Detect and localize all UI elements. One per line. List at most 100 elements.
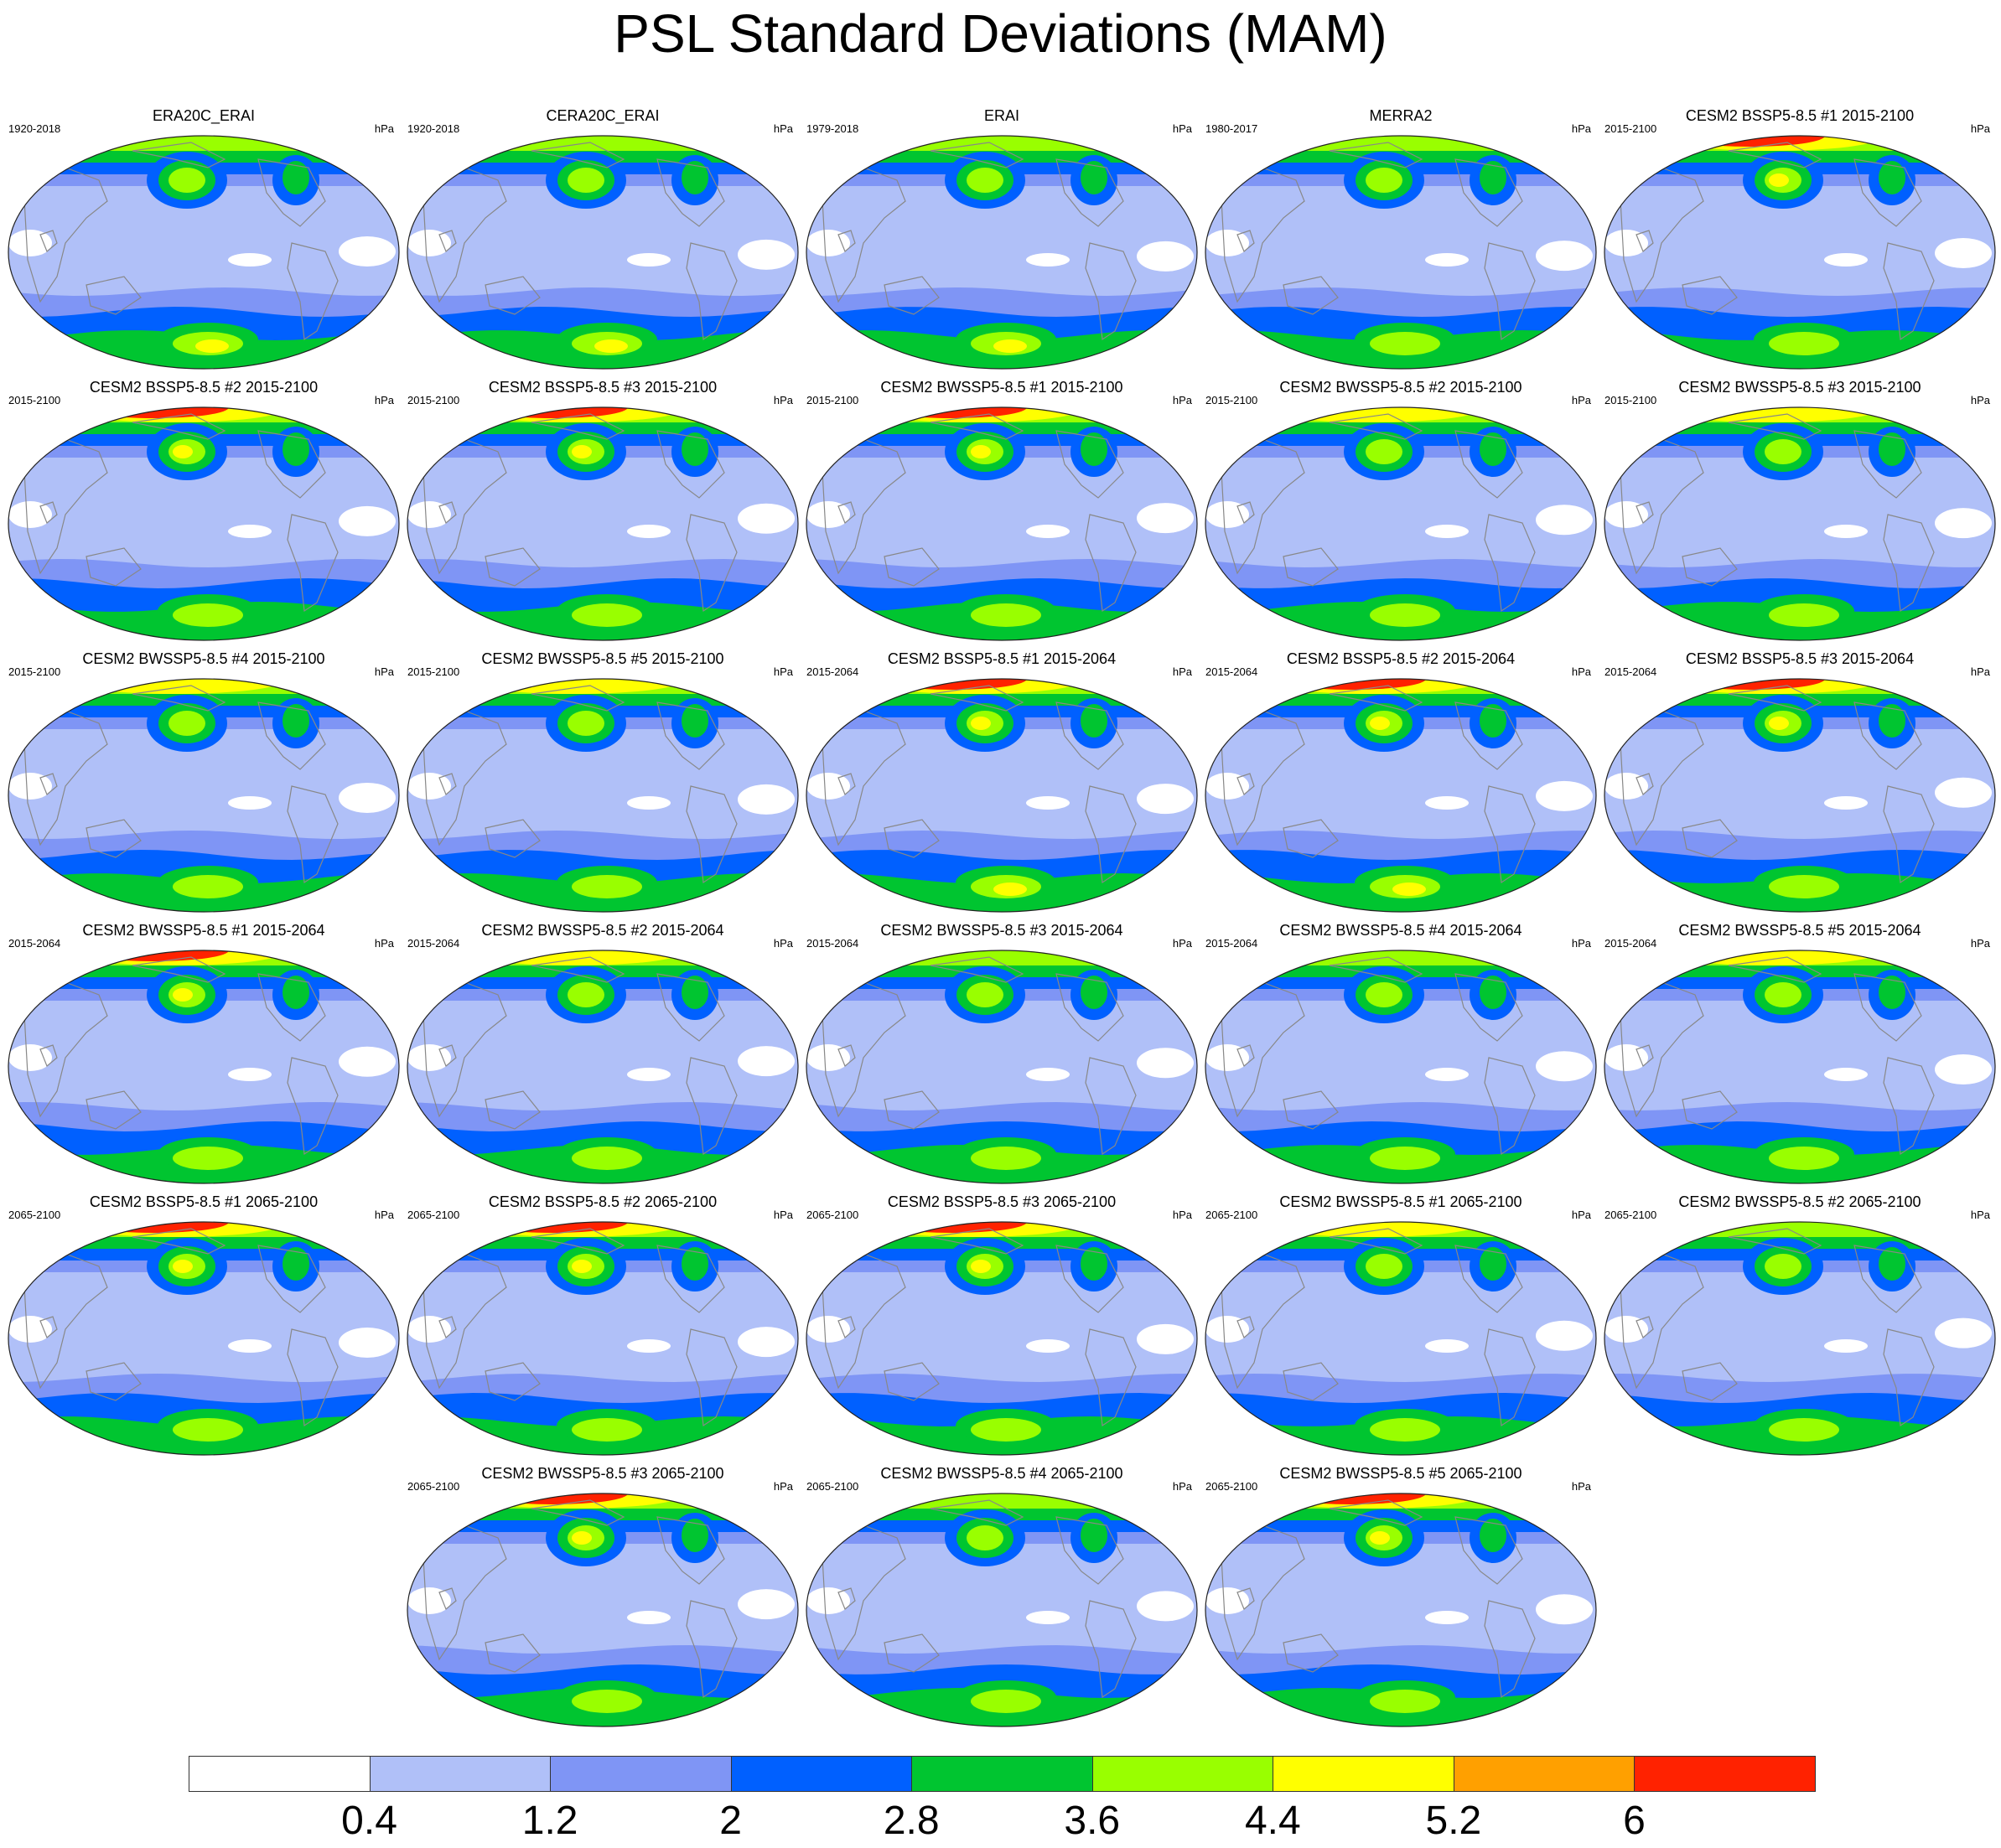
world-map [1604, 406, 1996, 641]
panel-units: hPa [1970, 665, 1990, 678]
coastlines [821, 413, 1137, 613]
panel-units: hPa [773, 1209, 793, 1221]
world-map [1604, 135, 1996, 370]
coastlines [1220, 685, 1536, 884]
panel-period: 2015-2100 [407, 665, 460, 678]
panel-title: CESM2 BSSP5-8.5 #3 2015-2064 [1685, 650, 1915, 667]
coastlines [23, 1228, 339, 1427]
world-map [806, 950, 1198, 1184]
colorbar-label: 2.8 [883, 1799, 940, 1843]
panel-period: 2015-2100 [407, 394, 460, 406]
map-panel: CESM2 BWSSP5-8.5 #4 2015-2064 2015-2064 hP… [1204, 922, 1598, 1186]
panel-title: CESM2 BWSSP5-8.5 #5 2015-2100 [481, 650, 724, 667]
colorbar-box [1453, 1756, 1636, 1792]
coastlines [1220, 956, 1536, 1156]
panel-period: 2015-2100 [8, 394, 61, 406]
coastlines [1619, 1228, 1935, 1427]
colorbar-box [1273, 1756, 1454, 1792]
map-panel: CESM2 BWSSP5-8.5 #5 2015-2064 2015-2064 hP… [1603, 922, 1997, 1186]
world-map [407, 1221, 799, 1456]
coastlines [422, 956, 738, 1156]
map-panel: CESM2 BSSP5-8.5 #1 2015-2100 2015-2100 hPa [1603, 107, 1997, 371]
colorbar-label: 1.2 [521, 1799, 578, 1843]
panel-units: hPa [1172, 937, 1192, 950]
colorbar-box [550, 1756, 732, 1792]
panel-title: CESM2 BWSSP5-8.5 #1 2015-2064 [82, 922, 325, 939]
coastlines [1220, 413, 1536, 613]
coastlines [1619, 956, 1935, 1156]
panel-title: CESM2 BSSP5-8.5 #3 2015-2100 [488, 379, 718, 396]
panel-period: 2065-2100 [407, 1209, 460, 1221]
colorbar-label: 3.6 [1064, 1799, 1121, 1843]
colorbar-label: 6 [1623, 1799, 1646, 1843]
world-map [1205, 950, 1597, 1184]
panel-period: 2065-2100 [407, 1480, 460, 1493]
panel-period: 2065-2100 [1604, 1209, 1657, 1221]
map-panel: CESM2 BSSP5-8.5 #1 2015-2064 2015-2064 hPa [805, 650, 1199, 914]
panel-period: 2015-2100 [1604, 394, 1657, 406]
world-map [407, 135, 799, 370]
panel-title: CESM2 BSSP5-8.5 #1 2015-2100 [1685, 107, 1915, 124]
colorbar-box [911, 1756, 1093, 1792]
world-map [407, 1493, 799, 1727]
panel-title: CESM2 BWSSP5-8.5 #5 2015-2064 [1678, 922, 1921, 939]
world-map [8, 678, 400, 913]
panel-period: 2065-2100 [8, 1209, 61, 1221]
panel-title: CERA20C_ERAI [546, 107, 660, 124]
coastlines [1619, 685, 1935, 884]
panel-title: CESM2 BSSP5-8.5 #2 2015-2100 [89, 379, 319, 396]
panel-units: hPa [374, 665, 394, 678]
panel-title: CESM2 BWSSP5-8.5 #2 2015-2064 [481, 922, 724, 939]
map-panel: CESM2 BWSSP5-8.5 #4 2065-2100 2065-2100 hP… [805, 1465, 1199, 1729]
panel-period: 2065-2100 [1205, 1480, 1258, 1493]
coastlines [1220, 142, 1536, 341]
map-panel: CESM2 BSSP5-8.5 #2 2015-2064 2015-2064 hPa [1204, 650, 1598, 914]
map-panel: CESM2 BWSSP5-8.5 #1 2015-2100 2015-2100 hP… [805, 379, 1199, 643]
world-map [1205, 135, 1597, 370]
map-panel: CESM2 BWSSP5-8.5 #5 2065-2100 2065-2100 hP… [1204, 1465, 1598, 1729]
world-map [8, 950, 400, 1184]
panel-period: 1980-2017 [1205, 122, 1258, 135]
coastlines [1220, 1499, 1536, 1699]
panel-title: CESM2 BSSP5-8.5 #1 2065-2100 [89, 1193, 319, 1210]
world-map [1205, 678, 1597, 913]
panel-units: hPa [1970, 1209, 1990, 1221]
panel-period: 2015-2100 [1604, 122, 1657, 135]
map-panel: CESM2 BWSSP5-8.5 #3 2065-2100 2065-2100 hP… [406, 1465, 800, 1729]
world-map [8, 135, 400, 370]
panel-units: hPa [773, 665, 793, 678]
map-panel: CESM2 BWSSP5-8.5 #2 2015-2100 2015-2100 hP… [1204, 379, 1598, 643]
panel-title: CESM2 BSSP5-8.5 #3 2065-2100 [887, 1193, 1117, 1210]
world-map [806, 1493, 1198, 1727]
world-map [806, 406, 1198, 641]
panel-title: ERA20C_ERAI [152, 107, 256, 124]
coastlines [422, 685, 738, 884]
panel-units: hPa [1571, 1480, 1591, 1493]
figure-title: PSL Standard Deviations (MAM) [614, 3, 1387, 64]
map-panel: CESM2 BSSP5-8.5 #2 2065-2100 2065-2100 hPa [406, 1193, 800, 1457]
coastlines [422, 413, 738, 613]
panel-title: CESM2 BSSP5-8.5 #2 2065-2100 [488, 1193, 718, 1210]
colorbar [189, 1756, 1816, 1794]
world-map [1604, 1221, 1996, 1456]
panel-title: CESM2 BWSSP5-8.5 #2 2015-2100 [1279, 379, 1522, 396]
colorbar-label: 4.4 [1244, 1799, 1301, 1843]
panel-period: 2065-2100 [806, 1209, 859, 1221]
map-panel: CESM2 BSSP5-8.5 #3 2065-2100 2065-2100 hPa [805, 1193, 1199, 1457]
panel-title: CESM2 BSSP5-8.5 #1 2015-2064 [887, 650, 1117, 667]
panel-period: 2015-2100 [806, 394, 859, 406]
panel-units: hPa [1571, 394, 1591, 406]
panel-units: hPa [1970, 394, 1990, 406]
coastlines [821, 956, 1137, 1156]
panel-title: CESM2 BWSSP5-8.5 #2 2065-2100 [1678, 1193, 1921, 1210]
world-map [806, 135, 1198, 370]
panel-units: hPa [1571, 122, 1591, 135]
colorbar-box [369, 1756, 552, 1792]
coastlines [23, 685, 339, 884]
map-panel: CESM2 BWSSP5-8.5 #3 2015-2100 2015-2100 hP… [1603, 379, 1997, 643]
panel-units: hPa [1571, 665, 1591, 678]
map-panel: CERA20C_ERAI 1920-2018 hPa [406, 107, 800, 371]
panel-period: 2015-2064 [806, 665, 859, 678]
coastlines [422, 142, 738, 341]
colorbar-box [730, 1756, 913, 1792]
